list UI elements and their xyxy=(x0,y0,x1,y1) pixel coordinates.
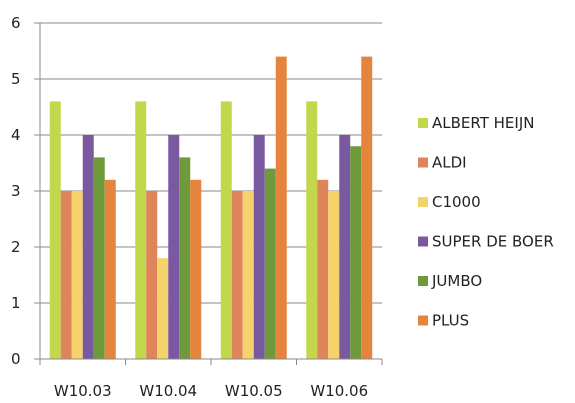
bar xyxy=(190,179,202,359)
legend-label: ALDI xyxy=(432,154,467,172)
bars xyxy=(49,56,373,360)
y-tick-label: 1 xyxy=(11,294,21,312)
legend-label: SUPER DE BOER xyxy=(432,233,554,251)
legend-swatch xyxy=(418,236,428,247)
bar xyxy=(220,101,232,360)
legend-label: C1000 xyxy=(432,193,481,211)
bar xyxy=(350,146,362,359)
y-tick-label: 4 xyxy=(11,126,21,144)
bar xyxy=(242,191,254,359)
bar xyxy=(146,191,158,359)
x-tick-label: W10.04 xyxy=(139,382,197,400)
bar xyxy=(231,191,243,359)
y-tick-label: 2 xyxy=(11,238,21,256)
y-axis: 0 1 2 3 4 5 6 xyxy=(11,14,41,368)
y-tick-label: 5 xyxy=(11,70,21,88)
bar xyxy=(82,135,94,359)
bar xyxy=(93,157,105,359)
bar xyxy=(253,135,265,359)
legend-swatch xyxy=(418,276,428,286)
bar xyxy=(71,191,83,359)
bar xyxy=(317,179,329,359)
legend-label: ALBERT HEIJN xyxy=(432,114,534,132)
legend-label: JUMBO xyxy=(431,272,482,290)
y-tick-label: 6 xyxy=(11,14,21,32)
bar xyxy=(157,258,169,359)
bar xyxy=(361,56,373,359)
bar xyxy=(135,101,147,360)
x-axis: W10.03 W10.04 W10.05 W10.06 xyxy=(39,358,383,400)
legend-label: PLUS xyxy=(432,312,469,330)
legend-swatch xyxy=(418,118,428,128)
y-tick-label: 0 xyxy=(11,350,21,368)
x-tick-label: W10.05 xyxy=(225,382,283,400)
bar xyxy=(339,135,351,359)
x-tick-label: W10.06 xyxy=(310,382,368,400)
bar xyxy=(264,168,276,359)
bar xyxy=(179,157,191,359)
legend-swatch xyxy=(418,197,428,207)
bar xyxy=(328,191,340,359)
legend: ALBERT HEIJN ALDI C1000 SUPER DE BOER JUMBO P… xyxy=(418,114,554,330)
bar xyxy=(104,179,116,359)
bar xyxy=(306,101,318,360)
bar xyxy=(49,101,61,360)
legend-swatch xyxy=(418,157,428,168)
bar xyxy=(275,56,287,359)
y-tick-label: 3 xyxy=(11,182,21,200)
x-tick-label: W10.03 xyxy=(54,382,112,400)
bar xyxy=(168,135,180,359)
bar xyxy=(60,191,72,359)
legend-swatch xyxy=(418,315,428,326)
